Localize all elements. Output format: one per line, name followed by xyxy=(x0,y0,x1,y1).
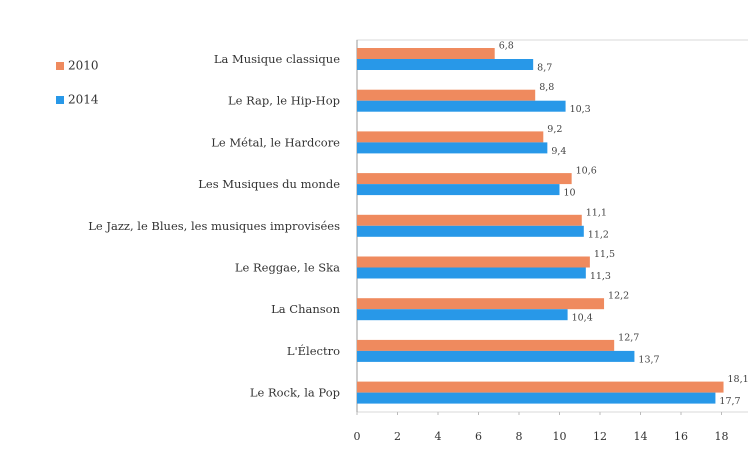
bar xyxy=(357,267,586,279)
x-tick-label: 8 xyxy=(516,430,523,443)
category-label: L'Électro xyxy=(287,344,340,358)
category-label: Le Reggae, le Ska xyxy=(235,261,340,275)
value-label: 9,4 xyxy=(551,146,566,157)
value-label: 13,7 xyxy=(638,354,659,365)
value-label: 9,2 xyxy=(547,124,562,135)
value-label: 10 xyxy=(564,188,576,199)
bar xyxy=(357,89,536,101)
category-label: La Musique classique xyxy=(214,52,340,66)
value-label: 11,1 xyxy=(586,207,607,218)
bar xyxy=(357,309,568,321)
bar xyxy=(357,225,584,237)
category-label: Le Rock, la Pop xyxy=(250,386,340,400)
x-tick-label: 16 xyxy=(674,430,688,443)
bar xyxy=(357,59,534,70)
legend-label: 2014 xyxy=(68,93,99,107)
bar xyxy=(357,298,605,310)
value-label: 10,4 xyxy=(572,313,593,324)
value-label: 6,8 xyxy=(499,41,514,52)
bar xyxy=(357,392,716,404)
category-label: Le Rap, le Hip-Hop xyxy=(228,94,340,108)
category-label: Le Jazz, le Blues, les musiques improvis… xyxy=(88,219,340,233)
x-tick-label: 2 xyxy=(394,430,401,443)
category-label: Le Métal, le Hardcore xyxy=(211,135,340,149)
legend-swatch xyxy=(56,62,64,70)
x-tick-label: 12 xyxy=(593,430,607,443)
bar xyxy=(357,350,635,362)
value-label: 11,3 xyxy=(590,271,611,282)
x-tick-label: 6 xyxy=(475,430,482,443)
bar xyxy=(357,173,572,185)
value-label: 10,3 xyxy=(570,104,591,115)
x-tick-label: 4 xyxy=(435,430,442,443)
value-label: 8,7 xyxy=(537,63,552,74)
value-label: 18,1 xyxy=(728,374,748,385)
bar xyxy=(357,100,566,112)
value-label: 12,7 xyxy=(618,332,639,343)
bar xyxy=(357,131,544,143)
bar xyxy=(357,142,548,154)
value-label: 17,7 xyxy=(719,396,740,407)
value-label: 8,8 xyxy=(539,82,554,93)
x-tick-label: 10 xyxy=(553,430,567,443)
value-label: 11,2 xyxy=(588,229,609,240)
legend-label: 2010 xyxy=(68,59,99,73)
bar xyxy=(357,256,590,268)
bar xyxy=(357,339,615,351)
bar xyxy=(357,381,724,393)
x-tick-label: 18 xyxy=(715,430,729,443)
bar xyxy=(357,184,560,196)
category-label: Les Musiques du monde xyxy=(198,177,340,191)
x-tick-label: 14 xyxy=(634,430,648,443)
legend-swatch xyxy=(56,96,64,104)
value-label: 12,2 xyxy=(608,291,629,302)
value-label: 11,5 xyxy=(594,249,615,260)
bar xyxy=(357,48,495,59)
bar xyxy=(357,214,582,226)
category-label: La Chanson xyxy=(271,302,340,316)
x-tick-label: 0 xyxy=(354,430,361,443)
value-label: 10,6 xyxy=(576,166,597,177)
